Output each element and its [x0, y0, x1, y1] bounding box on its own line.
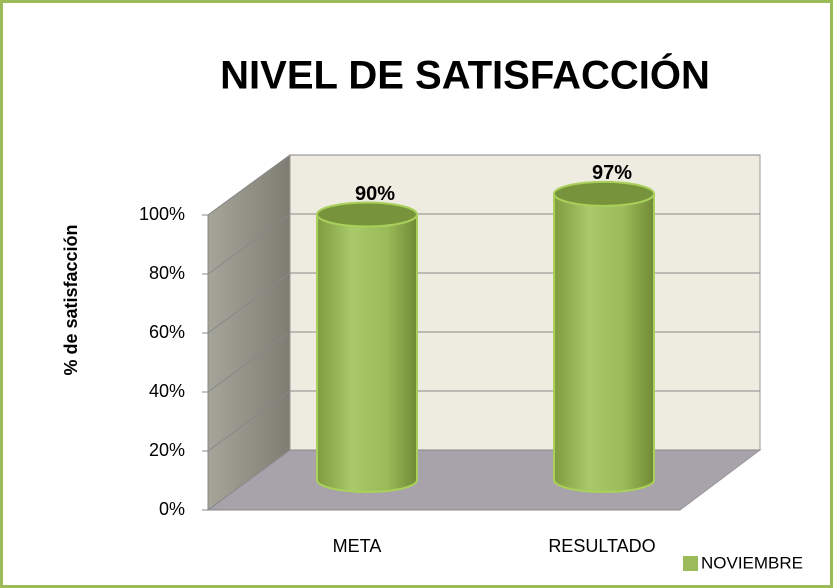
cylinder-body [553, 192, 655, 493]
y-tick-label: 0% [159, 499, 185, 519]
grid-line [207, 390, 291, 452]
y-tick-label: 100% [139, 204, 185, 224]
grid-line [207, 331, 291, 393]
data-label: 97% [592, 162, 632, 184]
cylinder-top [316, 201, 418, 228]
cylinder-top [553, 180, 655, 207]
cylinder [553, 180, 655, 493]
y-tick-label: 20% [149, 440, 185, 460]
y-axis-title: % de satisfacción [61, 224, 81, 375]
grid-line [207, 449, 291, 511]
chart-title: NIVEL DE SATISFACCIÓN [220, 52, 710, 98]
side-wall [207, 154, 291, 511]
x-tick-label: RESULTADO [548, 536, 655, 556]
cylinder [316, 201, 418, 493]
y-tick-label: 40% [149, 381, 185, 401]
cylinder-body [316, 213, 418, 493]
floor [206, 449, 762, 511]
legend-label: NOVIEMBRE [701, 553, 803, 572]
x-tick-label: META [333, 536, 382, 556]
y-tick-label: 60% [149, 322, 185, 342]
grid-line [207, 213, 291, 275]
grid-line [207, 272, 291, 334]
legend-swatch [683, 556, 698, 571]
data-label: 90% [355, 183, 395, 205]
grid-line [207, 154, 291, 216]
y-tick-label: 80% [149, 263, 185, 283]
